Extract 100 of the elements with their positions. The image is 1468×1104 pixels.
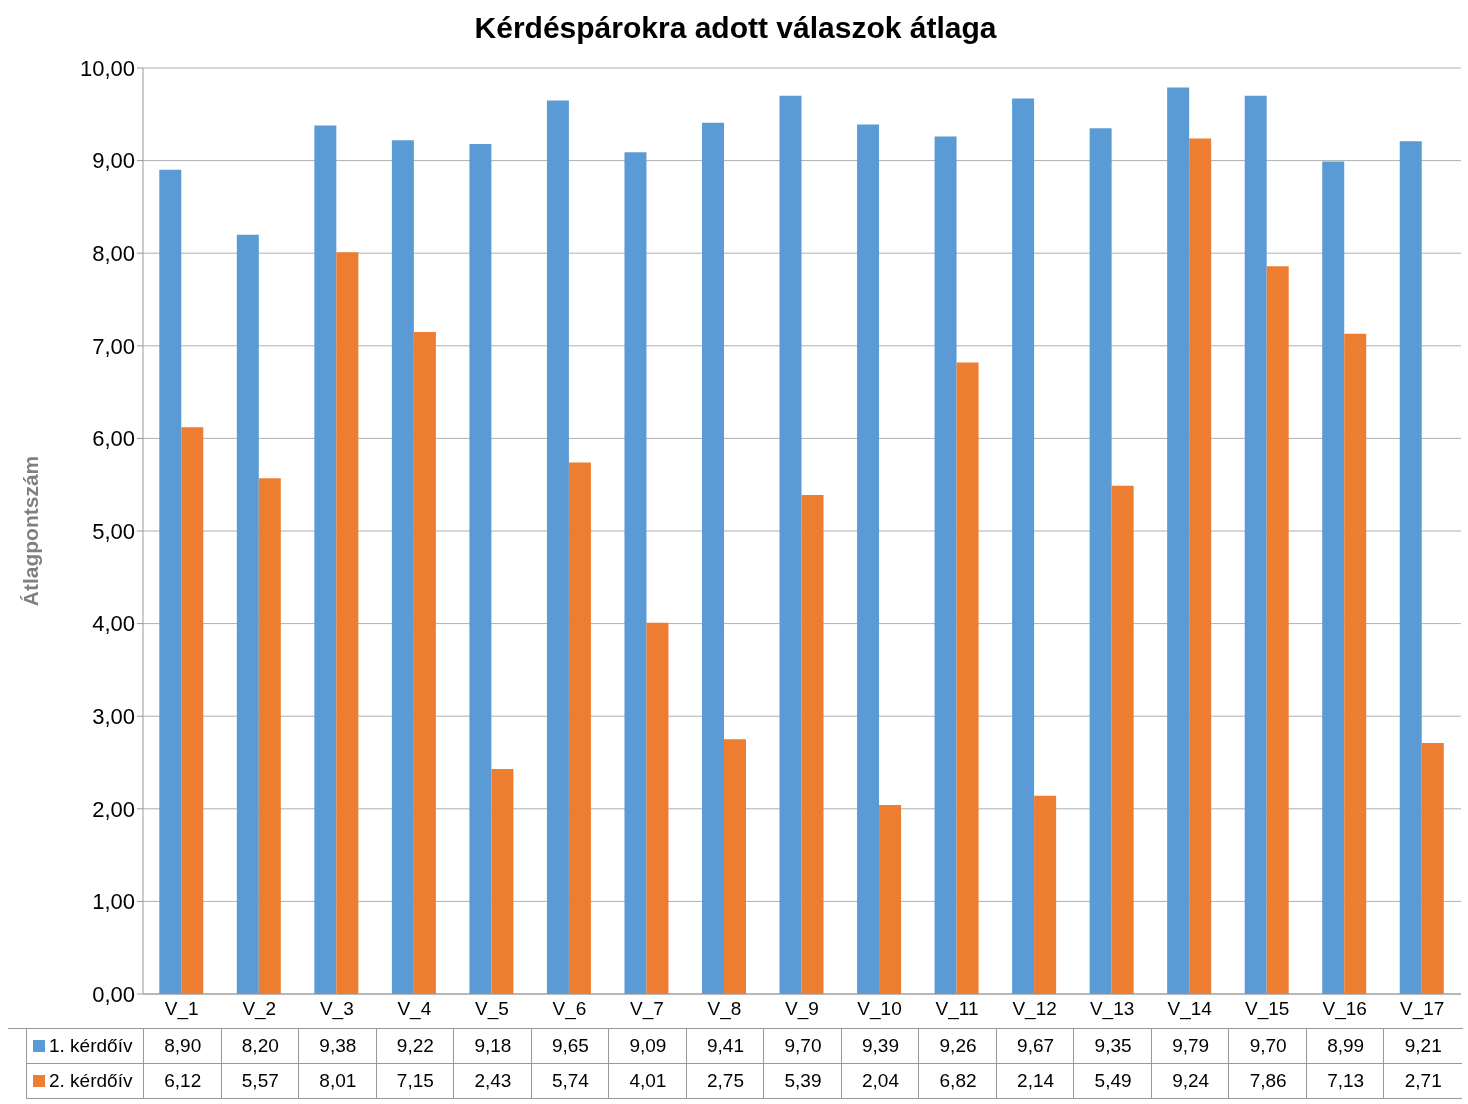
x-tick-label: V_10 <box>857 998 902 1021</box>
x-tick-label: V_17 <box>1400 998 1445 1021</box>
bar <box>956 362 979 994</box>
data-label: 6,12 <box>143 1064 222 1099</box>
data-label: 9,39 <box>840 1029 920 1064</box>
bar <box>1344 333 1367 994</box>
bar <box>801 494 824 994</box>
data-label: 8,90 <box>143 1029 222 1064</box>
y-tick-label: 2,00 <box>92 796 135 822</box>
data-label: 8,01 <box>298 1064 377 1099</box>
x-tick-label: V_2 <box>242 998 277 1021</box>
data-label: 9,18 <box>453 1029 532 1064</box>
bar <box>857 124 880 994</box>
data-label: 9,70 <box>1228 1029 1307 1064</box>
y-tick-label: 7,00 <box>92 333 135 359</box>
data-label: 9,38 <box>298 1029 377 1064</box>
y-tick-label: 8,00 <box>92 241 135 267</box>
legend-label: 1. kérdőív <box>49 1035 133 1057</box>
bar <box>568 462 591 994</box>
data-label: 9,22 <box>375 1029 455 1064</box>
data-label: 6,82 <box>918 1064 997 1099</box>
bar <box>1244 95 1267 994</box>
y-axis-title: Átlagpontszám <box>19 455 43 607</box>
bar <box>1399 141 1422 994</box>
data-label: 8,99 <box>1305 1029 1385 1064</box>
bar <box>314 125 337 994</box>
bar <box>236 234 259 994</box>
bar <box>413 331 436 994</box>
bar <box>1167 87 1190 994</box>
data-label: 9,24 <box>1150 1064 1230 1099</box>
data-label: 2,71 <box>1383 1064 1462 1099</box>
data-label: 9,79 <box>1150 1029 1230 1064</box>
data-label: 9,65 <box>530 1029 610 1064</box>
legend-label: 2. kérdőív <box>49 1070 133 1092</box>
bar <box>779 95 802 994</box>
bar <box>646 622 669 994</box>
bar <box>723 739 746 994</box>
data-label: 7,86 <box>1228 1064 1307 1099</box>
x-tick-label: V_4 <box>397 998 432 1021</box>
y-tick-label: 9,00 <box>92 148 135 174</box>
bar <box>181 427 204 994</box>
data-label: 5,57 <box>220 1064 300 1099</box>
data-label: 9,26 <box>918 1029 997 1064</box>
data-label: 2,04 <box>840 1064 920 1099</box>
bar <box>1322 161 1345 994</box>
x-tick-label: V_15 <box>1244 998 1290 1021</box>
x-tick-label: V_3 <box>319 998 354 1021</box>
bar <box>1089 128 1112 994</box>
x-tick-label: V_8 <box>707 998 742 1021</box>
bar <box>1012 98 1035 994</box>
data-label: 9,09 <box>608 1029 687 1064</box>
data-label: 2,75 <box>685 1064 765 1099</box>
data-label: 7,13 <box>1305 1064 1385 1099</box>
bar <box>1189 138 1212 994</box>
bar <box>391 140 414 994</box>
data-label: 7,15 <box>375 1064 455 1099</box>
data-label: 9,70 <box>763 1029 842 1064</box>
bar <box>1034 795 1057 994</box>
x-tick-label: V_9 <box>785 998 819 1021</box>
bar <box>546 100 569 994</box>
bar <box>1421 743 1444 994</box>
x-tick-label: V_7 <box>630 998 664 1021</box>
data-label: 8,20 <box>220 1029 300 1064</box>
y-tick-label: 3,00 <box>92 704 135 730</box>
bar <box>624 152 647 994</box>
data-label: 4,01 <box>608 1064 687 1099</box>
data-label: 5,49 <box>1073 1064 1152 1099</box>
data-label: 5,39 <box>763 1064 842 1099</box>
data-label: 2,43 <box>453 1064 532 1099</box>
data-label: 5,74 <box>530 1064 610 1099</box>
data-label: 9,35 <box>1073 1029 1152 1064</box>
y-tick-label: 1,00 <box>92 889 135 915</box>
bar <box>934 136 957 994</box>
bar <box>879 805 902 994</box>
x-tick-label: V_14 <box>1167 998 1213 1021</box>
bar <box>491 768 514 994</box>
y-tick-label: 5,00 <box>92 518 135 544</box>
x-tick-label: V_12 <box>1012 998 1057 1021</box>
y-tick-label: 10,00 <box>79 55 135 81</box>
x-tick-label: V_6 <box>552 998 587 1021</box>
bar <box>1111 485 1134 994</box>
chart-title: Kérdéspárokra adott válaszok átlaga <box>473 10 998 46</box>
x-tick-label: V_13 <box>1089 998 1135 1021</box>
bar <box>258 478 281 994</box>
data-label: 9,67 <box>995 1029 1075 1064</box>
x-tick-label: V_1 <box>164 998 199 1021</box>
bar <box>469 143 492 994</box>
y-tick-label: 6,00 <box>92 426 135 452</box>
bar <box>159 169 182 994</box>
bar <box>336 252 359 994</box>
x-tick-label: V_5 <box>474 998 509 1021</box>
data-label: 9,41 <box>685 1029 765 1064</box>
bar <box>1266 266 1289 994</box>
y-tick-label: 4,00 <box>92 611 135 637</box>
data-label: 2,14 <box>995 1064 1075 1099</box>
x-tick-label: V_11 <box>935 998 979 1021</box>
y-tick-label: 0,00 <box>92 981 135 1007</box>
x-tick-label: V_16 <box>1322 998 1367 1021</box>
data-label: 9,21 <box>1383 1029 1462 1064</box>
bar <box>701 122 724 994</box>
